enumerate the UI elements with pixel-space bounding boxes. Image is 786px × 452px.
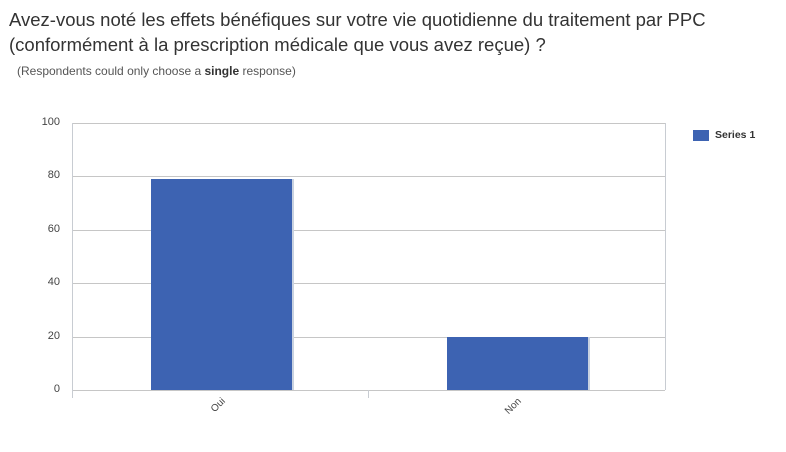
bar-oui xyxy=(150,179,292,390)
y-tick-label: 80 xyxy=(47,169,60,182)
bar-non xyxy=(446,336,588,390)
subtitle-suffix: response) xyxy=(239,64,296,78)
subtitle-bold: single xyxy=(204,64,240,78)
y-tick-label: 40 xyxy=(47,276,60,289)
y-tick-label: 60 xyxy=(47,222,60,235)
plot-area xyxy=(72,123,666,391)
gridline xyxy=(73,390,665,391)
x-tick-label: Non xyxy=(503,396,524,417)
y-tick-label: 20 xyxy=(47,329,60,342)
chart-title: Avez-vous noté les effets bénéfiques sur… xyxy=(9,9,706,55)
legend-swatch xyxy=(693,129,709,141)
y-tick-label: 0 xyxy=(53,383,60,395)
gridline xyxy=(73,123,665,124)
subtitle-prefix: (Respondents could only choose a xyxy=(17,64,205,78)
gridline xyxy=(73,229,665,231)
y-tick-label: 100 xyxy=(41,116,60,128)
legend-label: Series 1 xyxy=(715,129,756,141)
gridline xyxy=(73,283,665,285)
legend: Series 1 xyxy=(693,129,755,141)
chart-subtitle: (Respondents could only choose a single … xyxy=(17,64,296,78)
x-tick-label: Oui xyxy=(208,396,228,415)
gridline xyxy=(73,176,665,178)
gridline xyxy=(73,336,665,338)
x-tick-mark xyxy=(368,390,369,398)
x-tick-mark xyxy=(72,390,73,398)
